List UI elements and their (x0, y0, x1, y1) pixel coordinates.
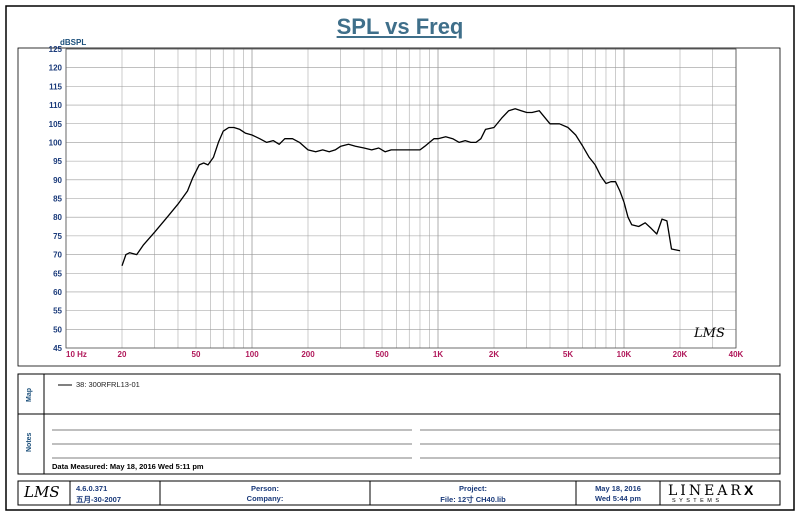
x-tick-label: 20 (118, 350, 127, 359)
lms-watermark: LMS (694, 326, 725, 341)
x-tick-label: 500 (375, 350, 389, 359)
y-tick-label: 70 (53, 251, 62, 260)
y-tick-label: 55 (53, 307, 62, 316)
y-tick-label: 75 (53, 232, 62, 241)
y-tick-label: 120 (49, 64, 63, 73)
footer-brand-x: X (743, 482, 757, 498)
legend-entry: 38: 300RFRL13-01 (76, 380, 140, 389)
notes-measured-text: Data Measured: May 18, 2016 Wed 5:11 pm (52, 462, 204, 471)
y-tick-label: 60 (53, 288, 62, 297)
x-tick-label: 1K (433, 350, 443, 359)
y-tick-label: 125 (49, 45, 63, 54)
map-panel-label: Map (26, 388, 33, 402)
footer-file: File: 12寸 CH40.lib (440, 495, 506, 504)
x-tick-label: 2K (489, 350, 499, 359)
x-tick-label: 200 (301, 350, 315, 359)
footer-version: 4.6.0.371 (76, 484, 108, 493)
x-tick-label: 20K (673, 350, 688, 359)
footer-build-date: 五月-30-2007 (76, 495, 122, 504)
footer-project: Project: (459, 484, 487, 493)
footer-current-time: Wed 5:44 pm (594, 494, 642, 503)
footer-company: Company: (246, 494, 284, 503)
notes-panel-label: Notes (26, 432, 33, 452)
footer-brand-text: LINEAR (668, 483, 744, 499)
y-tick-label: 50 (53, 325, 62, 334)
chart-title: SPL vs Freq (336, 14, 464, 39)
x-tick-label: 40K (729, 350, 744, 359)
y-tick-label: 95 (53, 157, 62, 166)
y-tick-label: 65 (53, 269, 62, 278)
plot-border (65, 48, 737, 349)
y-tick-label: 105 (49, 120, 63, 129)
y-tick-label: 100 (49, 138, 63, 147)
y-tick-label: 115 (49, 82, 62, 91)
x-tick-label: 5K (563, 350, 573, 359)
y-tick-label: 85 (53, 195, 62, 204)
footer-brand-sub: S Y S T E M S (672, 498, 721, 504)
y-tick-label: 90 (53, 176, 62, 185)
footer-dividers (69, 481, 661, 505)
footer-current-date: May 18, 2016 (595, 484, 641, 493)
footer-panel (17, 480, 781, 506)
y-axis-label: dBSPL (60, 38, 87, 47)
info-panel (17, 373, 781, 475)
footer-person: Person: (251, 484, 279, 493)
x-tick-label: 10 Hz (66, 350, 87, 359)
notes-lines (52, 429, 780, 459)
y-tick-label: 45 (53, 344, 62, 353)
plot-area: 45 50 55 60 65 70 75 80 85 90 95 100 105 110 115 120 125… (49, 45, 744, 359)
chart-border (17, 47, 781, 367)
x-tick-label: 50 (192, 350, 201, 359)
x-tick-label: 10K (617, 350, 632, 359)
footer-lms-logo: LMS (24, 483, 60, 501)
y-tick-label: 110 (49, 101, 62, 110)
y-tick-label: 80 (53, 213, 62, 222)
footer-brand: LINEARX (668, 482, 756, 499)
spl-curve (121, 108, 681, 267)
x-tick-label: 100 (245, 350, 259, 359)
